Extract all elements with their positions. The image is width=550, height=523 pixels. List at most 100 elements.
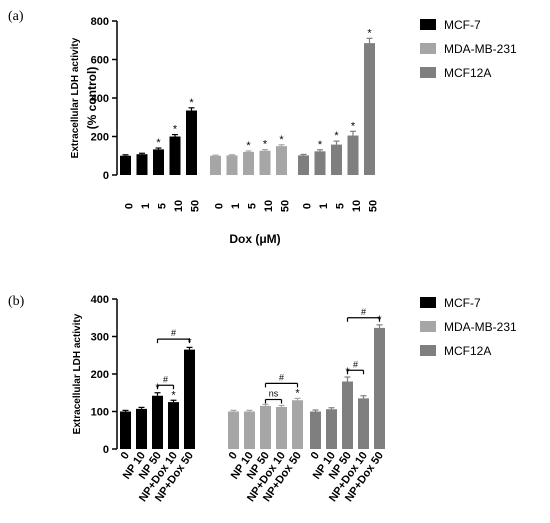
legend-swatch (420, 297, 436, 308)
significance-bracket: # (156, 374, 175, 390)
bar (298, 155, 309, 175)
panel-label: (a) (8, 9, 24, 24)
bar (226, 155, 238, 175)
x-tick-label: 5 (335, 203, 347, 209)
series-mcf12a: 0 * 1 * 5 * 10 * 50 (298, 27, 380, 212)
significance-star: * (156, 137, 161, 149)
significance-star: * (246, 140, 251, 152)
bar (347, 135, 359, 175)
significance-star: * (279, 134, 284, 146)
bracket-label: ns (269, 389, 279, 399)
legend-label: MCF12A (444, 66, 491, 80)
legend-label: MCF12A (444, 344, 491, 358)
significance-bracket: ns (264, 389, 283, 404)
bar (210, 155, 221, 175)
legend-label: MDA-MB-231 (444, 320, 517, 334)
bar (243, 151, 254, 175)
bar (342, 381, 353, 449)
x-tick-label: 50 (190, 200, 202, 212)
bracket-label: # (361, 307, 366, 317)
bracket-label: # (279, 372, 284, 382)
bar (169, 136, 181, 175)
x-tick-label: 5 (157, 203, 169, 209)
bar (259, 150, 271, 175)
x-tick-label: 50 (280, 200, 292, 212)
bar (292, 400, 303, 449)
y-tick-label: 200 (91, 132, 109, 144)
x-tick-label: 0 (309, 450, 322, 462)
significance-bracket: # (346, 307, 381, 322)
legend-swatch (420, 321, 436, 332)
x-tick-label: 0 (214, 203, 226, 209)
y-tick-label: 600 (91, 55, 109, 67)
x-axis-title: Dox (μM) (229, 232, 280, 246)
legend-label: MCF-7 (444, 296, 481, 310)
significance-star: * (189, 97, 194, 109)
x-tick-label: 0 (119, 450, 132, 462)
bar (136, 154, 148, 175)
x-tick-label: 1 (230, 203, 242, 209)
series-mda-mb-231: 0 1 * 5 * 10 * 50 (210, 134, 292, 212)
significance-star: * (318, 139, 323, 151)
bar (276, 407, 287, 449)
bar (168, 402, 179, 449)
legend-label: MCF-7 (444, 18, 481, 32)
significance-star: * (334, 130, 339, 142)
legend: MCF-7 MDA-MB-231 MCF12A (420, 18, 517, 80)
bar (244, 411, 255, 449)
bar (120, 155, 131, 175)
y-tick-label: 400 (91, 294, 109, 306)
chart-panel-b: (b) 0 100 200 300 400 Extracellular LDH activi… (8, 294, 517, 504)
x-tick-label: 10 (173, 200, 185, 212)
x-tick-label: 1 (140, 203, 152, 209)
bracket-label: # (163, 374, 168, 384)
y-tick-label: 300 (91, 332, 109, 344)
y-axis-title-unit: (% control) (85, 67, 99, 130)
bar (364, 43, 375, 176)
series-mcf-7: 0 1 * 5 * 10 * 50 (120, 97, 202, 212)
bar (310, 411, 321, 449)
bar (326, 409, 337, 449)
legend-swatch (420, 19, 436, 30)
significance-star: * (171, 389, 176, 401)
significance-star: * (295, 387, 300, 399)
significance-star: * (173, 124, 178, 136)
panel-label: (b) (8, 294, 25, 309)
bracket-label: # (353, 359, 358, 369)
x-tick-label: 0 (302, 203, 314, 209)
legend-swatch (420, 345, 436, 356)
x-tick-label: 5 (247, 203, 259, 209)
y-tick-label: 0 (103, 170, 109, 182)
y-tick-label: 0 (103, 444, 109, 456)
y-tick-label: 400 (91, 93, 109, 105)
x-tick-label: 0 (124, 203, 136, 209)
y-axis-title: Extracellular LDH activity (70, 37, 81, 158)
x-tick-label: 10 (351, 200, 363, 212)
x-tick-label: 0 (227, 450, 240, 462)
bar (184, 349, 195, 449)
legend: MCF-7 MDA-MB-231 MCF12A (420, 296, 517, 358)
y-tick-label: 100 (91, 407, 109, 419)
bar (152, 395, 163, 449)
bar (276, 146, 287, 175)
bar (186, 110, 197, 175)
bar (314, 151, 326, 175)
significance-star: * (367, 27, 372, 39)
significance-star: * (263, 139, 268, 151)
bar (374, 327, 385, 449)
y-tick-label: 200 (91, 369, 109, 381)
bar (228, 411, 239, 449)
bracket-label: # (171, 328, 176, 338)
significance-bracket: # (346, 359, 365, 375)
chart-panel-a: (a) 0 200 400 600 800 Extracellular LDH activi… (8, 9, 517, 246)
significance-bracket: # (264, 372, 299, 388)
bar (358, 398, 369, 449)
bar (331, 144, 342, 175)
x-tick-label: 50 (368, 200, 380, 212)
series-mcf-7: 0NP 10*NP 50*NP+Dox 10*NP+Dox 50 (119, 336, 196, 504)
x-tick-label: 10 (263, 200, 275, 212)
legend-swatch (420, 43, 436, 54)
bar (136, 408, 147, 449)
